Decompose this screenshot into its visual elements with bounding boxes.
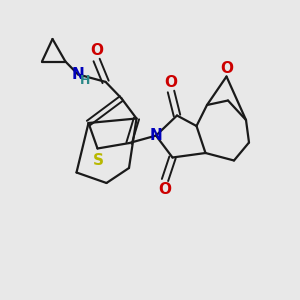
Text: N: N: [72, 67, 84, 82]
Text: H: H: [80, 74, 90, 88]
Text: O: O: [164, 75, 178, 90]
Text: O: O: [158, 182, 172, 196]
Text: O: O: [220, 61, 233, 76]
Text: O: O: [90, 44, 103, 59]
Text: S: S: [93, 153, 104, 168]
Text: N: N: [150, 128, 162, 143]
